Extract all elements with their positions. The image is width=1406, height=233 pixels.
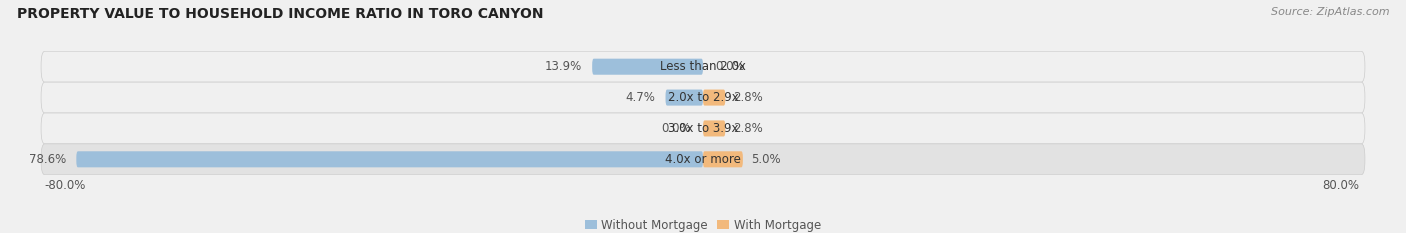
FancyBboxPatch shape (703, 120, 725, 137)
FancyBboxPatch shape (703, 151, 742, 167)
FancyBboxPatch shape (592, 59, 703, 75)
FancyBboxPatch shape (703, 89, 725, 106)
Text: 4.0x or more: 4.0x or more (665, 153, 741, 166)
Text: 3.0x to 3.9x: 3.0x to 3.9x (668, 122, 738, 135)
FancyBboxPatch shape (665, 89, 703, 106)
Text: 78.6%: 78.6% (30, 153, 66, 166)
FancyBboxPatch shape (41, 144, 1365, 175)
Text: 4.7%: 4.7% (626, 91, 655, 104)
FancyBboxPatch shape (41, 113, 1365, 144)
FancyBboxPatch shape (41, 51, 1365, 82)
FancyBboxPatch shape (41, 82, 1365, 113)
Text: PROPERTY VALUE TO HOUSEHOLD INCOME RATIO IN TORO CANYON: PROPERTY VALUE TO HOUSEHOLD INCOME RATIO… (17, 7, 543, 21)
Text: 5.0%: 5.0% (751, 153, 780, 166)
Text: Source: ZipAtlas.com: Source: ZipAtlas.com (1271, 7, 1389, 17)
Text: 2.0x to 2.9x: 2.0x to 2.9x (668, 91, 738, 104)
FancyBboxPatch shape (76, 151, 703, 167)
Text: Less than 2.0x: Less than 2.0x (659, 60, 747, 73)
Text: 0.0%: 0.0% (716, 60, 745, 73)
Text: 0.0%: 0.0% (661, 122, 690, 135)
Legend: Without Mortgage, With Mortgage: Without Mortgage, With Mortgage (581, 214, 825, 233)
Text: 13.9%: 13.9% (546, 60, 582, 73)
Text: 2.8%: 2.8% (734, 122, 763, 135)
Text: 2.8%: 2.8% (734, 91, 763, 104)
